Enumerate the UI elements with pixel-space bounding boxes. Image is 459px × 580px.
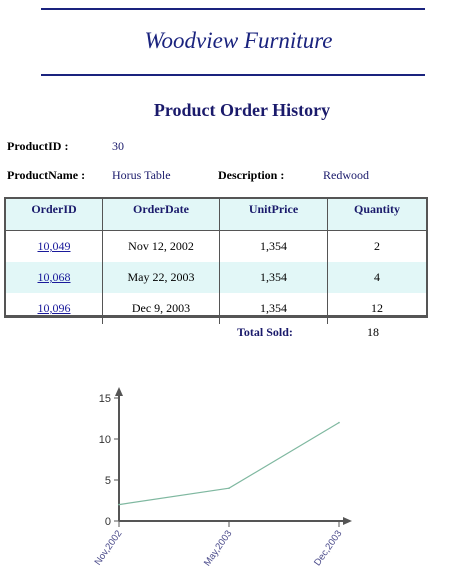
column-header-orderdate: OrderDate (102, 199, 220, 231)
report-title: Product Order History (153, 100, 331, 120)
order-table: OrderID OrderDate UnitPrice Quantity 10,… (4, 197, 428, 324)
y-tick-label: 5 (105, 475, 111, 487)
quantity-cell: 12 (371, 301, 383, 315)
product-id-label: ProductID : (7, 139, 69, 153)
order-id-cell: 10,068 (6, 262, 103, 293)
top-rule (41, 8, 425, 10)
data-point (338, 421, 340, 424)
order-id-cell: 10,096 (6, 293, 103, 324)
y-tick-label: 0 (105, 516, 111, 528)
order-id-link[interactable]: 10,049 (37, 239, 71, 253)
header-divider (41, 74, 425, 76)
total-sold-value: 18 (367, 325, 379, 339)
x-tick-label: Nov,2002 (93, 528, 125, 567)
total-sold-label: Total Sold: (237, 325, 293, 339)
series-line (118, 422, 340, 506)
y-axis-arrow (115, 387, 123, 396)
table-row: 10,096 Dec 9, 2003 1,354 12 (6, 293, 426, 324)
y-tick-label: 15 (99, 393, 111, 405)
description-label: Description : (218, 168, 285, 182)
data-point (118, 503, 120, 506)
x-tick-label: May,2003 (202, 528, 235, 568)
product-name-label: ProductName : (7, 168, 86, 182)
table-header-row: OrderID OrderDate UnitPrice Quantity (6, 199, 426, 231)
column-header-quantity: Quantity (327, 199, 426, 231)
order-id-link[interactable]: 10,096 (37, 301, 71, 315)
table-row: 10,068 May 22, 2003 1,354 4 (6, 262, 426, 293)
quantity-cell: 4 (327, 262, 426, 293)
order-id-cell: 10,049 (6, 230, 103, 262)
x-axis-arrow (343, 517, 352, 525)
data-point (228, 487, 230, 489)
company-name: Woodview Furniture (144, 28, 333, 53)
quantity-cell: 2 (374, 239, 380, 253)
x-tick-label: Dec,2003 (312, 528, 344, 568)
unit-price-cell: 1,354 (219, 230, 328, 262)
product-id-value: 30 (112, 139, 124, 153)
order-date-cell: Nov 12, 2002 (102, 230, 220, 262)
y-tick-label: 10 (99, 434, 111, 446)
order-date-cell: Dec 9, 2003 (102, 293, 220, 324)
quantity-line-chart: 0 5 10 15 Nov,2002 May,2003 Dec,2003 (93, 387, 352, 568)
product-name-value: Horus Table (112, 168, 171, 182)
unit-price-cell: 1,354 (219, 262, 328, 293)
column-header-orderid: OrderID (6, 199, 103, 231)
order-date-cell: May 22, 2003 (102, 262, 220, 293)
column-header-unitprice: UnitPrice (219, 199, 328, 231)
table-row: 10,049 Nov 12, 2002 1,354 2 (6, 230, 426, 262)
unit-price-cell: 1,354 (219, 293, 328, 324)
order-id-link[interactable]: 10,068 (37, 270, 71, 284)
description-value: Redwood (323, 168, 369, 182)
